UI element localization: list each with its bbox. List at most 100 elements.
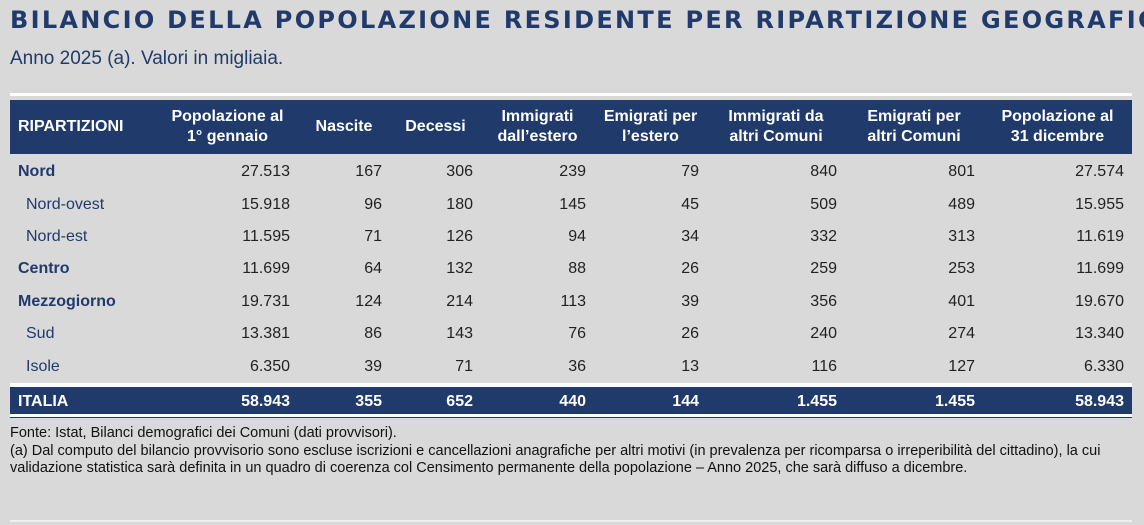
table-cell: 124 — [355, 292, 382, 310]
table-cell: 79 — [681, 163, 699, 181]
row-label: Nord-ovest — [26, 195, 105, 213]
table-cell: 401 — [948, 292, 975, 310]
table-cell: 27.513 — [241, 163, 290, 181]
row-label: Nord — [18, 163, 56, 181]
table-cell: 34 — [681, 227, 699, 245]
column-header: Immigrati dall’estero — [481, 100, 594, 154]
table-cell: 332 — [810, 227, 837, 245]
table-cell: 15.955 — [1075, 195, 1124, 213]
table-row: Isole 6.350 39 71 36 13 116 127 6.330 — [10, 350, 1132, 384]
table-cell: 58.943 — [157, 382, 298, 418]
table-cell: 11.595 — [242, 227, 290, 245]
table-cell: 11.699 — [242, 260, 290, 278]
table-cell: 26 — [681, 260, 699, 278]
table-row: Nord-est 11.595 71 126 94 34 332 313 11.619 — [10, 221, 1132, 253]
table-cell: 167 — [355, 163, 382, 181]
table-cell: 840 — [810, 163, 837, 181]
table-cell: 240 — [810, 325, 837, 343]
column-header: Immigrati da altri Comuni — [707, 100, 845, 154]
bottom-divider — [10, 414, 1132, 417]
table-cell: 13 — [681, 357, 699, 375]
table-header-row: RIPARTIZIONI Popolazione al 1° gennaio N… — [10, 100, 1132, 154]
row-label: ITALIA — [10, 382, 157, 418]
table-cell: 801 — [948, 163, 975, 181]
table-row: Nord 27.513 167 306 239 79 840 801 27.574 — [10, 154, 1132, 188]
table-cell: 58.943 — [983, 382, 1132, 418]
table-cell: 11.699 — [1076, 260, 1124, 278]
table-row: Centro 11.699 64 132 88 26 259 253 11.699 — [10, 253, 1132, 285]
table-cell: 6.350 — [249, 357, 290, 375]
page-title: BILANCIO DELLA POPOLAZIONE RESIDENTE PER… — [10, 6, 1144, 34]
table-row: Nord-ovest 15.918 96 180 145 45 509 489 15.955 — [10, 188, 1132, 220]
table-cell: 145 — [559, 195, 586, 213]
table-cell: 13.381 — [241, 325, 290, 343]
table-cell: 39 — [364, 357, 382, 375]
column-header: RIPARTIZIONI — [10, 100, 157, 154]
column-header: Popolazione al 1° gennaio — [157, 100, 298, 154]
table-notes: Fonte: Istat, Bilanci demografici dei Co… — [10, 425, 1134, 478]
table-cell: 15.918 — [241, 195, 290, 213]
table-cell: 652 — [390, 382, 481, 418]
top-divider — [10, 93, 1132, 96]
table-cell: 113 — [560, 292, 586, 310]
table-cell: 88 — [568, 260, 586, 278]
table-cell: 27.574 — [1075, 163, 1124, 181]
table-cell: 313 — [948, 227, 975, 245]
table-cell: 126 — [446, 227, 473, 245]
table-cell: 143 — [446, 325, 473, 343]
table-cell: 11.619 — [1076, 227, 1124, 245]
row-label: Isole — [26, 357, 60, 375]
row-label: Sud — [26, 325, 55, 343]
table-cell: 1.455 — [845, 382, 983, 418]
table-body: Nord 27.513 167 306 239 79 840 801 27.574 Nord-ov… — [10, 154, 1132, 418]
table-cell: 26 — [681, 325, 699, 343]
table-cell: 180 — [446, 195, 473, 213]
column-header: Nascite — [298, 100, 390, 154]
table-row: Mezzogiorno 19.731 124 214 113 39 356 401 19.670 — [10, 286, 1132, 318]
table-cell: 116 — [811, 357, 837, 375]
footer-divider — [10, 520, 1132, 522]
table-cell: 36 — [568, 357, 586, 375]
table-cell: 45 — [681, 195, 699, 213]
column-header: Popolazione al 31 dicembre — [983, 100, 1132, 154]
table-cell: 239 — [559, 163, 586, 181]
table-cell: 6.330 — [1083, 357, 1124, 375]
page-subtitle: Anno 2025 (a). Valori in migliaia. — [10, 48, 284, 69]
source-note: Fonte: Istat, Bilanci demografici dei Co… — [10, 425, 397, 441]
table-cell: 96 — [364, 195, 382, 213]
table-cell: 144 — [594, 382, 707, 418]
table-cell: 19.731 — [241, 292, 290, 310]
table-cell: 64 — [364, 260, 382, 278]
table-row: Sud 13.381 86 143 76 26 240 274 13.340 — [10, 318, 1132, 350]
table-cell: 132 — [446, 260, 473, 278]
table-cell: 306 — [446, 163, 473, 181]
column-header: Decessi — [390, 100, 481, 154]
table-cell: 214 — [446, 292, 473, 310]
table-cell: 355 — [298, 382, 390, 418]
table-cell: 76 — [568, 325, 586, 343]
column-header: Emigrati per l’estero — [594, 100, 707, 154]
table-cell: 94 — [568, 227, 586, 245]
table-cell: 509 — [810, 195, 837, 213]
table-cell: 71 — [364, 227, 382, 245]
table-cell: 489 — [948, 195, 975, 213]
row-label: Nord-est — [26, 227, 88, 245]
table-cell: 71 — [455, 357, 473, 375]
table-cell: 86 — [364, 325, 382, 343]
table-cell: 39 — [681, 292, 699, 310]
footnote-a: (a) Dal computo del bilancio provvisorio… — [10, 442, 1101, 477]
total-row: ITALIA 58.943 355 652 440 144 1.455 1.455 58.943 — [10, 382, 1132, 418]
table-cell: 259 — [810, 260, 837, 278]
column-header: Emigrati per altri Comuni — [845, 100, 983, 154]
table-cell: 356 — [810, 292, 837, 310]
population-table-container: RIPARTIZIONI Popolazione al 1° gennaio N… — [10, 100, 1132, 418]
table-cell: 127 — [948, 357, 975, 375]
table-cell: 440 — [481, 382, 594, 418]
table-cell: 1.455 — [707, 382, 845, 418]
table-cell: 274 — [948, 325, 975, 343]
table-cell: 13.340 — [1075, 325, 1124, 343]
row-label: Mezzogiorno — [18, 292, 116, 310]
population-table: RIPARTIZIONI Popolazione al 1° gennaio N… — [10, 100, 1132, 418]
table-cell: 19.670 — [1075, 292, 1124, 310]
row-label: Centro — [18, 260, 70, 278]
